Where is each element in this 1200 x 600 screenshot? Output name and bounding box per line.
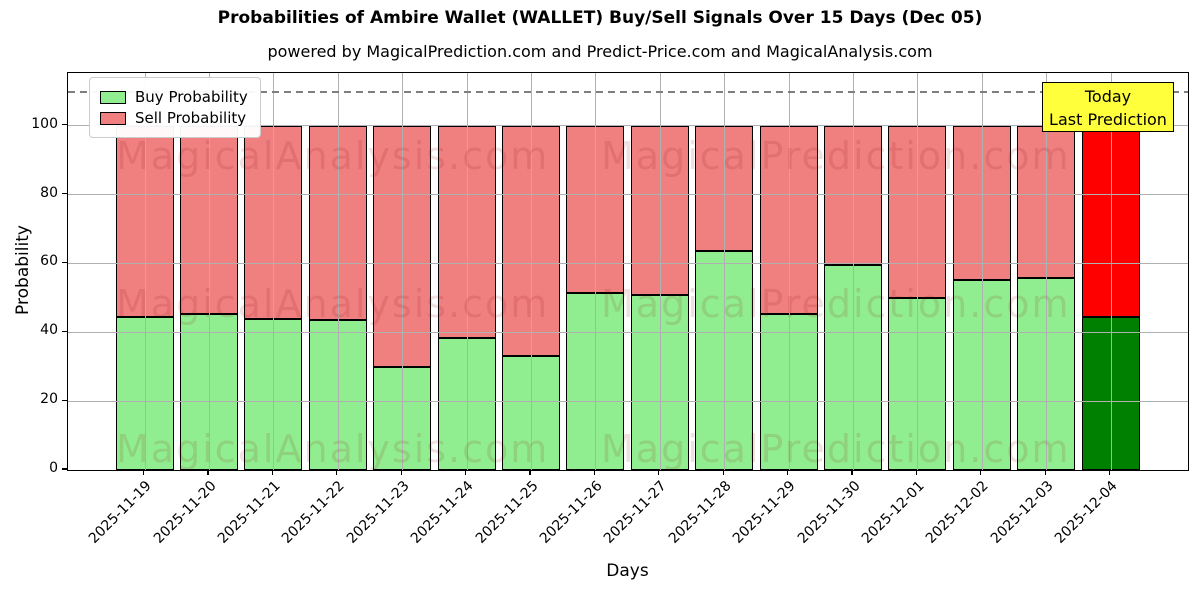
x-tick-mark	[529, 470, 531, 475]
gridline-v	[595, 73, 597, 470]
x-tick-mark	[851, 470, 853, 475]
y-tick-label: 100	[31, 115, 58, 132]
gridline-v	[917, 73, 919, 470]
gridline-v	[724, 73, 726, 470]
watermark-text: MagicalAnalysis.com	[116, 282, 550, 326]
gridline-h	[68, 125, 1188, 127]
gridline-v	[852, 73, 854, 470]
x-tick-label: 2025-12-02	[923, 478, 993, 547]
y-tick-mark	[62, 330, 67, 332]
legend-item-sell: Sell Probability	[100, 109, 248, 127]
y-axis-label: Probability	[13, 225, 33, 315]
y-tick-label: 0	[49, 460, 58, 476]
x-tick-label: 2025-11-25	[472, 478, 542, 547]
chart-title: Probabilities of Ambire Wallet (WALLET) …	[217, 8, 983, 28]
x-tick-mark	[915, 470, 917, 475]
x-tick-label: 2025-11-26	[536, 478, 606, 547]
dashed-threshold-line	[68, 91, 1188, 93]
y-tick-label: 60	[40, 253, 58, 270]
gridline-v	[208, 73, 210, 470]
gridline-v	[981, 73, 983, 470]
gridline-h	[68, 400, 1188, 402]
x-tick-mark	[271, 470, 273, 475]
y-tick-mark	[62, 192, 67, 195]
gridline-v	[273, 73, 275, 470]
watermark-text: MagicalAnalysis.com	[116, 427, 550, 471]
gridline-v	[402, 73, 404, 470]
sell-swatch-icon	[100, 111, 126, 125]
gridline-v	[1110, 73, 1112, 470]
x-tick-mark	[593, 470, 595, 475]
y-tick-label: 20	[40, 391, 58, 408]
x-tick-label: 2025-11-24	[407, 478, 477, 547]
y-tick-mark	[62, 124, 67, 126]
x-axis-label: Days	[606, 561, 649, 581]
x-tick-label: 2025-11-28	[665, 478, 735, 547]
x-tick-mark	[400, 470, 402, 475]
gridline-v	[144, 73, 146, 470]
today-annotation-box: Today Last Prediction	[1042, 82, 1174, 132]
legend: Buy Probability Sell Probability	[89, 77, 261, 138]
gridline-h	[68, 331, 1188, 333]
today-line2: Last Prediction	[1049, 110, 1167, 129]
x-tick-mark	[1108, 470, 1111, 475]
gridline-v	[659, 73, 661, 470]
plot-area: Buy Probability Sell Probability Today L…	[67, 72, 1189, 471]
x-tick-mark	[207, 470, 209, 475]
watermark-text: MagicalPrediction.com	[601, 427, 1071, 471]
gridline-v	[1046, 73, 1048, 470]
buy-swatch-icon	[100, 90, 126, 104]
x-tick-label: 2025-11-23	[343, 478, 413, 547]
x-tick-mark	[980, 470, 982, 475]
x-tick-mark	[1044, 470, 1046, 475]
x-tick-label: 2025-11-27	[601, 478, 671, 547]
x-tick-label: 2025-11-22	[279, 478, 349, 547]
gridline-v	[530, 73, 532, 470]
y-tick-label: 80	[40, 184, 58, 201]
x-tick-label: 2025-12-04	[1051, 478, 1121, 547]
y-tick-mark	[62, 261, 67, 264]
x-tick-label: 2025-11-21	[214, 478, 284, 547]
x-tick-label: 2025-12-03	[987, 478, 1057, 547]
x-tick-label: 2025-12-01	[858, 478, 928, 547]
x-tick-mark	[722, 470, 724, 475]
chart-subtitle: powered by MagicalPrediction.com and Pre…	[267, 42, 933, 61]
gridline-v	[466, 73, 468, 470]
gridline-h	[68, 194, 1188, 196]
x-tick-label: 2025-11-29	[729, 478, 799, 547]
x-tick-label: 2025-11-20	[150, 478, 220, 547]
legend-sell-label: Sell Probability	[135, 109, 247, 127]
gridline-v	[788, 73, 790, 470]
x-tick-mark	[786, 470, 789, 475]
x-tick-label: 2025-11-30	[794, 478, 864, 547]
gridline-h	[68, 262, 1188, 264]
x-tick-mark	[336, 470, 338, 475]
watermark-text: MagicalPrediction.com	[601, 134, 1071, 178]
watermark-text: MagicalPrediction.com	[601, 282, 1071, 326]
today-line1: Today	[1084, 87, 1132, 106]
x-tick-mark	[658, 470, 660, 475]
x-tick-mark	[464, 470, 467, 475]
x-tick-label: 2025-11-19	[85, 478, 155, 547]
y-tick-mark	[62, 399, 67, 401]
watermark-text: MagicalAnalysis.com	[116, 134, 550, 178]
gridline-v	[337, 73, 339, 470]
y-tick-mark	[62, 468, 67, 470]
x-tick-mark	[142, 470, 145, 475]
y-tick-label: 40	[40, 322, 58, 339]
legend-item-buy: Buy Probability	[100, 88, 248, 106]
legend-buy-label: Buy Probability	[135, 88, 248, 106]
